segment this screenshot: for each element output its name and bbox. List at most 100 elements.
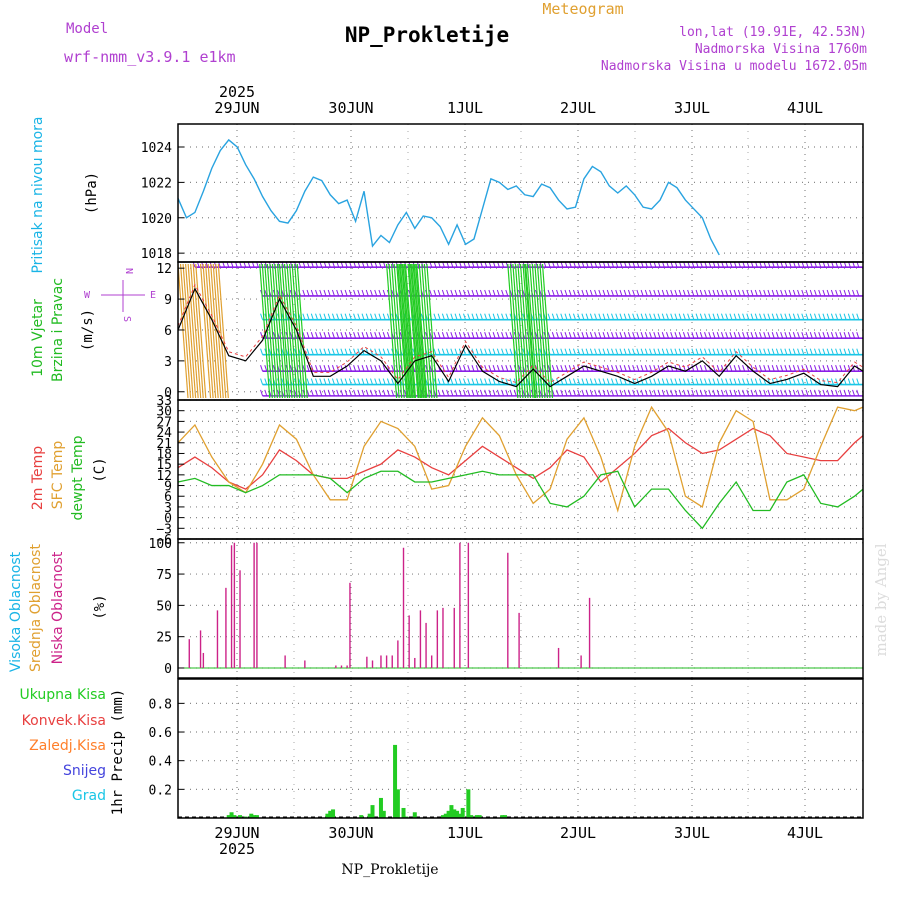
wind-barb (733, 378, 737, 385)
wind-barb (395, 313, 399, 320)
wind-barb (763, 332, 767, 339)
wind-barb (606, 332, 610, 339)
wind-barb (627, 365, 631, 372)
wind-barb (826, 378, 830, 385)
precip-bar (440, 815, 445, 818)
wind-barb (682, 389, 686, 397)
y-tick-label: 0.2 (149, 783, 172, 798)
y-tick-label: 33 (156, 394, 172, 409)
meteogram-label: Meteogram (542, 0, 623, 18)
wind-barb (293, 389, 297, 397)
wind-barb (636, 365, 640, 372)
wind-barb (809, 378, 813, 385)
wind-arrow (536, 263, 549, 399)
dewpoint-line (177, 470, 864, 530)
wind-barb (644, 365, 648, 372)
wind-barb (623, 348, 627, 355)
wind-barb (704, 378, 708, 385)
wind-barb (484, 378, 488, 385)
precip-bar (455, 810, 460, 818)
wind-barb (374, 289, 378, 297)
bottom-date-label: 4JUL (787, 824, 823, 842)
wind-barb (666, 348, 669, 355)
wind-barb (759, 378, 762, 385)
wind-barb (302, 289, 306, 297)
wind-barb (463, 378, 467, 385)
precip-legend-item: Ukupna Kisa (19, 687, 106, 703)
wind-barb (754, 313, 758, 320)
wind-barb (361, 365, 365, 372)
wind-barb (691, 313, 695, 320)
wind-barb (551, 389, 555, 397)
wind-barb (788, 378, 792, 385)
wind-barb (725, 348, 729, 355)
wind-barb (826, 289, 830, 297)
wind-barb (353, 389, 357, 397)
wind-barb (746, 289, 750, 297)
wind-barb (336, 332, 340, 339)
wind-barb (632, 389, 636, 397)
wind-barb (598, 378, 602, 385)
wind-barb (505, 365, 509, 372)
precip-bar (328, 810, 333, 818)
wind-barb (729, 365, 733, 372)
wind-barb (467, 389, 471, 397)
wind-barb (340, 365, 344, 372)
wind-arrow (264, 263, 276, 399)
wind-barb (814, 348, 817, 355)
wind-barb (712, 348, 716, 355)
wind-barb (687, 389, 691, 397)
wind-barb (361, 389, 365, 397)
precip-bar (367, 813, 372, 818)
wind-arrow (402, 263, 414, 399)
wind-barb (564, 348, 568, 355)
wind-barb (801, 389, 805, 397)
wind-barb (331, 378, 335, 385)
wind-barb (560, 389, 564, 397)
wind-barb (386, 332, 390, 339)
wind-arrow (182, 263, 194, 399)
wind-barb (556, 332, 560, 339)
wind-barb (361, 378, 365, 385)
wind-barb (551, 348, 555, 355)
wind-barb (391, 289, 395, 297)
wind-barb (847, 332, 851, 339)
wind-barb (632, 289, 636, 297)
wind-barb (805, 378, 809, 385)
wind-barb (310, 348, 314, 355)
wind-barb (644, 378, 648, 385)
wind-barb (450, 348, 454, 355)
wind-barb (742, 378, 746, 385)
wind-barb (340, 289, 344, 297)
pressure-unit: (hPa) (84, 172, 100, 214)
wind-barb (475, 389, 479, 397)
wind-barb (467, 365, 471, 372)
wind-barb (353, 313, 357, 320)
wind-barb (856, 332, 860, 339)
wind-barb (598, 313, 602, 320)
wind-barb (759, 389, 762, 397)
wind-barb (496, 289, 500, 297)
wind-barb (771, 332, 775, 339)
wind-barb (479, 348, 483, 355)
wind-barb (644, 348, 648, 355)
precip-bar (412, 812, 417, 818)
wind-barb (475, 289, 479, 297)
wind-barb (513, 378, 517, 385)
wind-barb (602, 332, 606, 339)
wind-barb (315, 378, 319, 385)
wind-barb (835, 365, 839, 372)
wind-barb (716, 289, 720, 297)
wind-arrow (415, 263, 427, 399)
bottom-date-label: 29JUN (214, 824, 259, 842)
wind-barb (353, 365, 357, 372)
wind-barb (327, 348, 331, 355)
wind-barb (852, 332, 856, 339)
wind-barb (560, 289, 564, 297)
wind-barb (670, 313, 674, 320)
wind-barb (611, 378, 614, 385)
y-tick-label: 3 (164, 501, 172, 516)
wind-arrow (276, 263, 289, 399)
wind-barb (386, 389, 390, 397)
wind-barb (361, 313, 365, 320)
